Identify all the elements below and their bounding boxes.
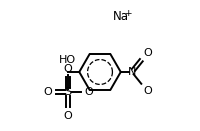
Text: S: S <box>65 87 72 97</box>
Text: Na: Na <box>113 10 129 23</box>
Text: HO: HO <box>59 55 76 65</box>
Text: O: O <box>84 87 93 97</box>
Text: +: + <box>124 9 131 18</box>
Text: O: O <box>144 86 153 96</box>
Text: −: − <box>89 84 96 93</box>
Text: O: O <box>144 48 153 58</box>
Text: O: O <box>64 64 73 73</box>
Text: N: N <box>128 67 136 77</box>
Text: O: O <box>43 87 52 97</box>
Text: O: O <box>64 111 73 121</box>
